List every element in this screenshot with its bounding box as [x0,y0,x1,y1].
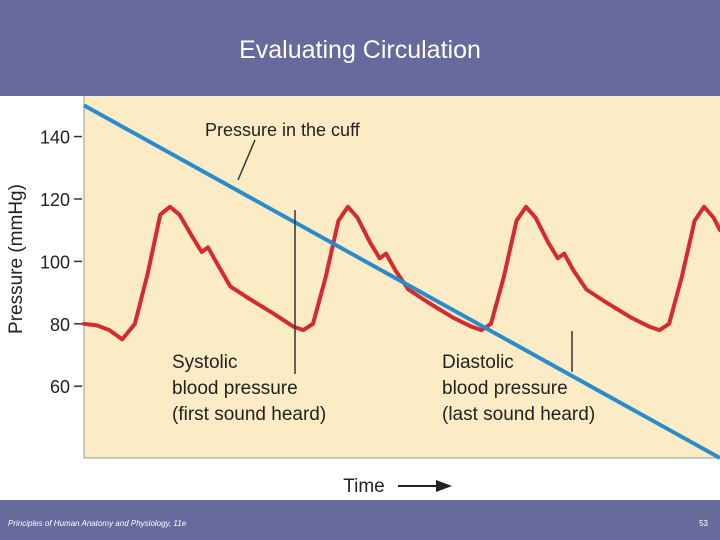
diastolic-line-3: (last sound heard) [442,404,595,425]
systolic-line-2: blood pressure [172,378,298,399]
systolic-annotation: Systolic blood pressure (first sound hea… [172,210,326,425]
y-tick-label: 100 [40,252,70,272]
arterial-pressure-series [82,204,720,342]
footer-credit: Principles of Human Anatomy and Physiolo… [8,519,187,528]
y-axis-ticks: 140 120 100 80 60 [40,128,82,397]
y-tick-label: 80 [50,315,70,335]
time-arrow-head [436,480,452,492]
x-axis-label: Time [343,476,385,497]
time-arrow [398,480,452,492]
y-tick-label: 120 [40,190,70,210]
systolic-line-3: (first sound heard) [172,404,326,425]
cuff-annotation: Pressure in the cuff [205,120,361,181]
diastolic-line-1: Diastolic [442,352,514,373]
cuff-pressure-series [83,103,720,460]
y-tick-label: 60 [50,377,70,397]
slide-footer: Principles of Human Anatomy and Physiolo… [0,500,720,540]
blood-pressure-chart: 140 120 100 80 60 Pressure (mmHg) Time Press… [0,96,720,500]
y-tick-label: 140 [40,128,70,148]
cuff-annotation-text: Pressure in the cuff [205,120,361,140]
chart-figure: 140 120 100 80 60 Pressure (mmHg) Time Press… [0,96,720,500]
diastolic-annotation: Diastolic blood pressure (last sound hea… [442,331,595,425]
page-number: 53 [699,519,708,528]
systolic-line-1: Systolic [172,352,237,373]
slide-title: Evaluating Circulation [239,36,481,64]
diastolic-line-2: blood pressure [442,378,568,399]
slide-header: Evaluating Circulation [0,0,720,96]
cuff-pointer-line [237,139,256,181]
y-axis-label: Pressure (mmHg) [6,184,27,334]
